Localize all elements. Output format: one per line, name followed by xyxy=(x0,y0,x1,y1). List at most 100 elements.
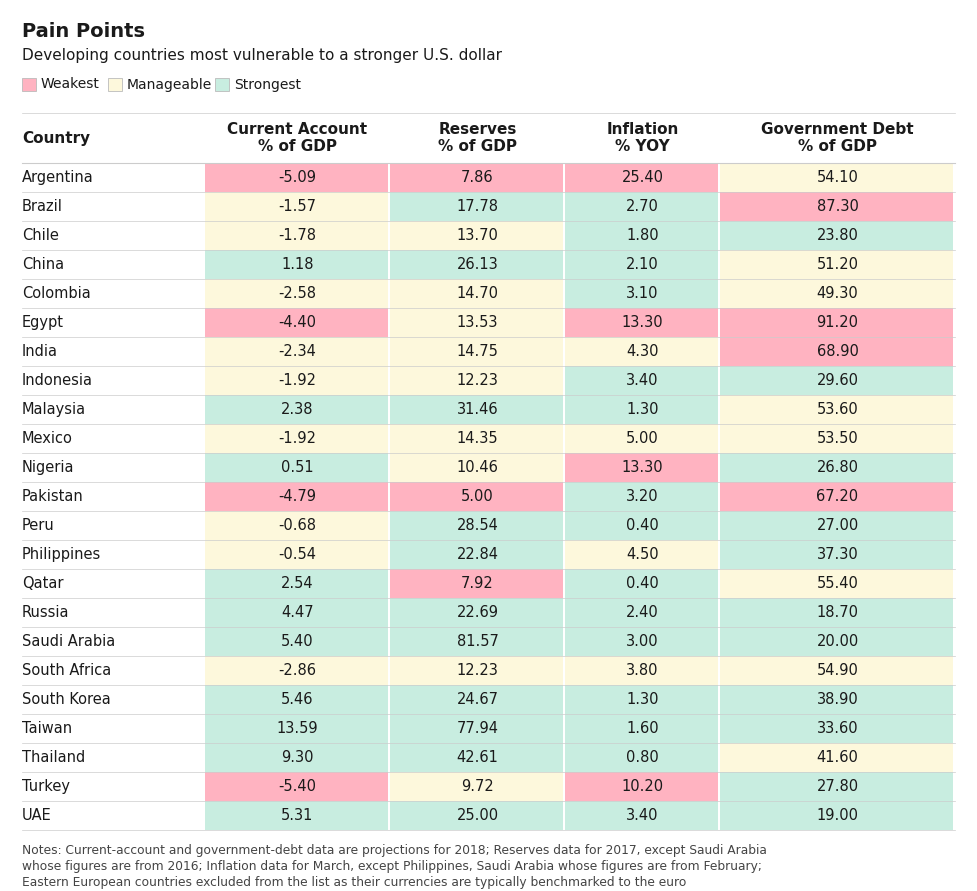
Text: Nigeria: Nigeria xyxy=(22,460,74,475)
Bar xyxy=(565,743,718,772)
Bar xyxy=(390,569,563,598)
Text: 13.30: 13.30 xyxy=(621,460,663,475)
Text: 29.60: 29.60 xyxy=(817,373,859,388)
Bar xyxy=(390,221,563,250)
Bar xyxy=(205,192,388,221)
Text: -4.79: -4.79 xyxy=(278,489,317,504)
Text: 13.53: 13.53 xyxy=(457,315,498,330)
Text: 19.00: 19.00 xyxy=(817,808,859,823)
Bar xyxy=(205,685,388,714)
Text: 53.50: 53.50 xyxy=(817,431,859,446)
Text: 22.69: 22.69 xyxy=(456,605,498,620)
Text: Pakistan: Pakistan xyxy=(22,489,84,504)
Text: -2.86: -2.86 xyxy=(278,663,317,678)
Text: Pain Points: Pain Points xyxy=(22,22,145,41)
Text: 0.40: 0.40 xyxy=(626,518,658,533)
Text: 26.13: 26.13 xyxy=(456,257,498,272)
Text: 13.59: 13.59 xyxy=(276,721,319,736)
Bar xyxy=(720,308,953,337)
Bar xyxy=(205,540,388,569)
Bar xyxy=(390,308,563,337)
Bar xyxy=(390,250,563,279)
Text: 14.75: 14.75 xyxy=(456,344,498,359)
Bar xyxy=(390,714,563,743)
Text: 51.20: 51.20 xyxy=(817,257,859,272)
Text: 13.30: 13.30 xyxy=(621,315,663,330)
Text: 77.94: 77.94 xyxy=(456,721,498,736)
Bar xyxy=(390,685,563,714)
Bar xyxy=(390,482,563,511)
Bar xyxy=(390,598,563,627)
Bar xyxy=(720,366,953,395)
Text: 5.00: 5.00 xyxy=(626,431,658,446)
Text: Reserves
% of GDP: Reserves % of GDP xyxy=(438,122,517,154)
Text: Weakest: Weakest xyxy=(41,78,100,92)
Text: 20.00: 20.00 xyxy=(817,634,859,649)
Text: 1.80: 1.80 xyxy=(626,228,658,243)
Text: 2.70: 2.70 xyxy=(626,199,658,214)
Bar xyxy=(205,627,388,656)
Text: -1.92: -1.92 xyxy=(278,431,317,446)
Text: 9.72: 9.72 xyxy=(461,779,494,794)
Bar xyxy=(720,598,953,627)
Bar xyxy=(565,395,718,424)
Text: 5.46: 5.46 xyxy=(281,692,314,707)
Bar xyxy=(720,569,953,598)
Text: -2.58: -2.58 xyxy=(278,286,317,301)
Text: 0.80: 0.80 xyxy=(626,750,658,765)
Text: 49.30: 49.30 xyxy=(817,286,859,301)
Text: 55.40: 55.40 xyxy=(817,576,859,591)
Text: 0.51: 0.51 xyxy=(281,460,314,475)
Bar xyxy=(565,337,718,366)
Text: 53.60: 53.60 xyxy=(817,402,859,417)
Bar xyxy=(565,685,718,714)
Text: 5.00: 5.00 xyxy=(461,489,494,504)
Bar xyxy=(565,221,718,250)
Text: 25.40: 25.40 xyxy=(621,170,663,185)
Text: 22.84: 22.84 xyxy=(456,547,498,562)
Text: 7.86: 7.86 xyxy=(461,170,493,185)
Text: 10.46: 10.46 xyxy=(456,460,498,475)
Text: 12.23: 12.23 xyxy=(456,663,498,678)
Text: Saudi Arabia: Saudi Arabia xyxy=(22,634,115,649)
Text: 87.30: 87.30 xyxy=(817,199,859,214)
Text: -5.09: -5.09 xyxy=(278,170,317,185)
Text: Current Account
% of GDP: Current Account % of GDP xyxy=(228,122,367,154)
Bar xyxy=(565,656,718,685)
Bar xyxy=(565,192,718,221)
Text: 38.90: 38.90 xyxy=(817,692,859,707)
Text: Colombia: Colombia xyxy=(22,286,91,301)
Text: 41.60: 41.60 xyxy=(817,750,859,765)
Bar xyxy=(205,279,388,308)
Bar xyxy=(390,772,563,801)
Text: 27.80: 27.80 xyxy=(817,779,859,794)
Text: 33.60: 33.60 xyxy=(817,721,859,736)
Bar xyxy=(390,192,563,221)
Text: India: India xyxy=(22,344,58,359)
Text: 3.00: 3.00 xyxy=(626,634,658,649)
Bar xyxy=(565,772,718,801)
Text: 4.30: 4.30 xyxy=(626,344,658,359)
Text: 14.35: 14.35 xyxy=(456,431,498,446)
Text: Chile: Chile xyxy=(22,228,59,243)
Text: Brazil: Brazil xyxy=(22,199,63,214)
Bar xyxy=(720,511,953,540)
Text: Peru: Peru xyxy=(22,518,55,533)
Text: 2.38: 2.38 xyxy=(281,402,314,417)
Text: Mexico: Mexico xyxy=(22,431,73,446)
Bar xyxy=(390,540,563,569)
Bar xyxy=(720,279,953,308)
Text: 23.80: 23.80 xyxy=(817,228,859,243)
Text: 26.80: 26.80 xyxy=(817,460,859,475)
Text: Russia: Russia xyxy=(22,605,69,620)
Bar xyxy=(720,453,953,482)
Text: 1.18: 1.18 xyxy=(281,257,314,272)
Bar xyxy=(720,714,953,743)
Bar xyxy=(565,482,718,511)
Bar xyxy=(565,163,718,192)
Text: 3.10: 3.10 xyxy=(626,286,658,301)
Text: 31.46: 31.46 xyxy=(456,402,498,417)
Text: whose figures are from 2016; Inflation data for March, except Philippines, Saudi: whose figures are from 2016; Inflation d… xyxy=(22,860,762,873)
Bar xyxy=(390,801,563,830)
Bar xyxy=(720,772,953,801)
